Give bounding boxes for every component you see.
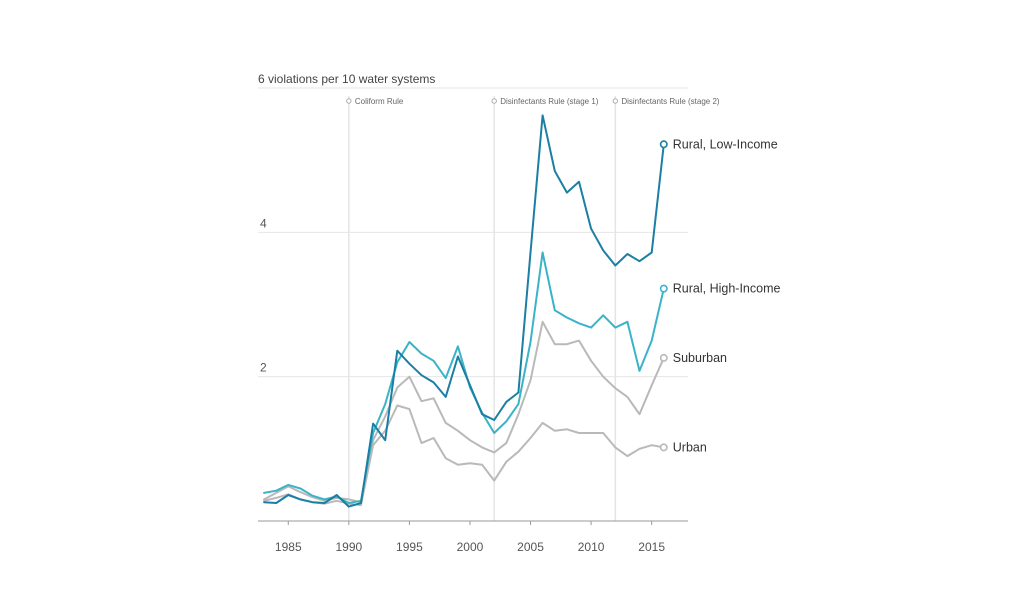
annotation-label-1: Disinfectants Rule (stage 1) (500, 97, 599, 106)
series-endpoint-urban (659, 443, 668, 452)
annotation-label-0: Coliform Rule (355, 97, 404, 106)
y-axis-label: 6 violations per 10 water systems (258, 72, 435, 86)
x-tick-label-2015: 2015 (638, 540, 665, 554)
x-tick-label-1990: 1990 (335, 540, 362, 554)
y-tick-label-2: 2 (260, 361, 267, 375)
series-label-rural-high-income: Rural, High-Income (673, 282, 781, 296)
series (263, 114, 668, 508)
series-label-urban: Urban (673, 440, 707, 454)
series-endpoint-rural-low-income (659, 140, 668, 149)
x-tick-label-1985: 1985 (275, 540, 302, 554)
x-tick-label-2000: 2000 (457, 540, 484, 554)
grid (258, 87, 688, 378)
x-tick-label-2010: 2010 (578, 540, 605, 554)
annotation-marker-1 (491, 98, 497, 104)
series-label-rural-low-income: Rural, Low-Income (673, 137, 778, 151)
series-line-suburban (263, 320, 665, 504)
y-tick-label-4: 4 (260, 216, 267, 230)
series-labels: Urban Suburban Rural, High-Income Rural, Lo… (673, 137, 781, 454)
series-endpoint-suburban (659, 353, 668, 362)
annotation-label-2: Disinfectants Rule (stage 2) (621, 97, 720, 106)
series-line-rural-low-income (263, 114, 665, 508)
x-tick-label-2005: 2005 (517, 540, 544, 554)
x-tick-label-1995: 1995 (396, 540, 423, 554)
series-endpoint-rural-high-income (659, 284, 668, 293)
annotation-marker-0 (346, 98, 352, 104)
series-line-urban (263, 404, 665, 507)
annotations: Coliform Rule Disinfectants Rule (stage 1… (346, 96, 720, 521)
annotation-marker-2 (612, 98, 619, 104)
series-label-suburban: Suburban (673, 351, 727, 365)
axes: 6 violations per 10 water systems 2 4 1985… (258, 72, 688, 554)
